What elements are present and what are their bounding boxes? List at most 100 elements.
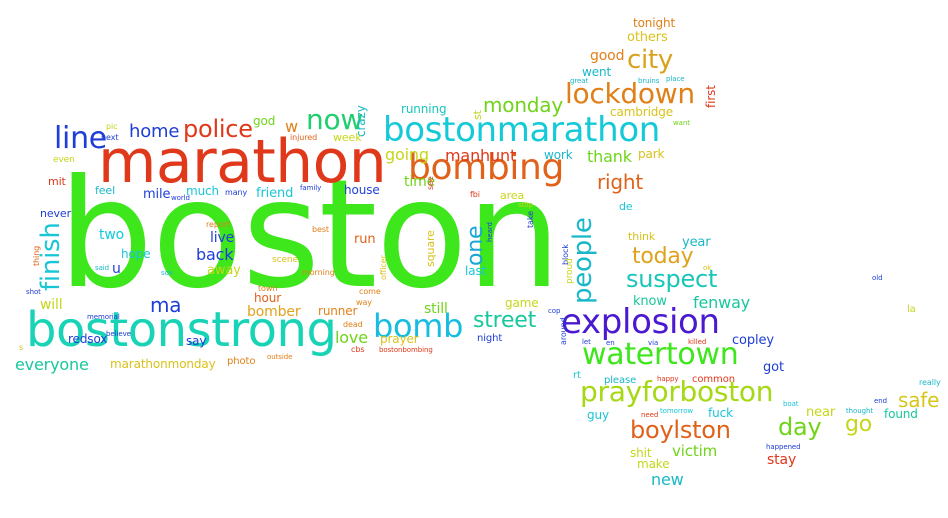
- word-around: around: [559, 317, 568, 345]
- word-bomber: bomber: [247, 304, 301, 320]
- word-police: police: [183, 115, 253, 143]
- word-work: work: [544, 148, 573, 162]
- word-s: s: [19, 343, 24, 352]
- word-thought: thought: [846, 407, 874, 415]
- word-know: know: [633, 294, 667, 309]
- word-now: now: [306, 103, 363, 136]
- word-victim: victim: [672, 442, 718, 460]
- word-proud: proud: [565, 258, 575, 284]
- word-need: need: [641, 411, 659, 419]
- word-cbs: cbs: [351, 345, 365, 354]
- word-time: time: [404, 174, 436, 190]
- word-one: one: [463, 225, 488, 266]
- word-game: game: [505, 296, 539, 310]
- word-outside: outside: [267, 353, 293, 361]
- word-marathonmonday: marathonmonday: [110, 357, 216, 371]
- word-redsox: redsox: [68, 332, 108, 346]
- word-first: first: [704, 85, 718, 108]
- word-everyone: everyone: [15, 355, 89, 374]
- word-boylston: boylston: [630, 416, 731, 444]
- word-hour: hour: [254, 291, 282, 305]
- word-want: want: [673, 119, 690, 127]
- word-said: said: [95, 264, 110, 272]
- word-bomb: bomb: [373, 307, 464, 345]
- word-en: en: [606, 339, 615, 347]
- word-fbi: fbi: [470, 190, 480, 199]
- word-cop: cop: [548, 307, 561, 315]
- word-la: la: [907, 304, 916, 315]
- word-fuck: fuck: [708, 406, 733, 420]
- word-house: house: [344, 183, 380, 197]
- word-prayforboston: prayforboston: [580, 375, 774, 408]
- word-way: way: [356, 298, 372, 307]
- word-explosion: explosion: [561, 302, 720, 342]
- word-home: home: [129, 121, 180, 142]
- word-will: will: [40, 297, 63, 313]
- word-shot: shot: [26, 288, 41, 296]
- word-feel: feel: [95, 184, 116, 197]
- word-world: world: [171, 194, 190, 202]
- word-heard: heard: [486, 222, 494, 242]
- word-boat: boat: [783, 400, 799, 408]
- word-dead: dead: [343, 320, 363, 329]
- word-cambridge: cambridge: [610, 105, 674, 119]
- word-still: still: [424, 301, 448, 317]
- word-day: day: [778, 413, 822, 441]
- word-week: week: [333, 131, 362, 144]
- word-rt: rt: [573, 370, 581, 381]
- word-copley: copley: [732, 333, 774, 348]
- word-going: going: [385, 145, 429, 164]
- word-photo: photo: [227, 356, 256, 367]
- word-bombing: bombing: [408, 147, 564, 188]
- word-make: make: [637, 457, 670, 471]
- word-see: see: [426, 176, 435, 190]
- word-report: report: [206, 220, 230, 229]
- word-guy: guy: [587, 408, 609, 422]
- word-come: come: [359, 287, 381, 296]
- word-ok: ok: [703, 264, 712, 272]
- word-area: area: [500, 189, 525, 202]
- word-line: line: [54, 121, 107, 156]
- word-st: st: [471, 110, 484, 120]
- word-shit: shit: [630, 446, 652, 460]
- word-bostonmarathon: bostonmarathon: [383, 110, 661, 150]
- word-finish: finish: [36, 222, 66, 291]
- word-say: say: [186, 334, 207, 348]
- word-bostonstrong: bostonstrong: [26, 302, 337, 358]
- word-happened: happened: [766, 443, 801, 451]
- word-sox: sox: [161, 269, 173, 277]
- word-safe: safe: [898, 388, 940, 412]
- word-officer: officer: [379, 255, 388, 280]
- word-mit: mit: [48, 175, 66, 188]
- word-love: love: [335, 328, 368, 347]
- word-pic: pic: [106, 122, 118, 131]
- word-memorial: memorial: [87, 313, 120, 321]
- word-old: old: [872, 274, 883, 282]
- word-take: take: [526, 211, 535, 228]
- word-night: night: [477, 333, 503, 344]
- word-right: right: [597, 170, 643, 194]
- word-w: w: [285, 117, 298, 136]
- word-manhunt: manhunt: [445, 146, 517, 165]
- word-square: square: [424, 230, 437, 267]
- word-marathon: marathon: [98, 127, 387, 197]
- word-end: end: [874, 397, 887, 405]
- word-much: much: [186, 184, 220, 198]
- word-new: new: [651, 470, 684, 489]
- word-went: went: [582, 65, 612, 79]
- word-many: many: [225, 188, 248, 197]
- word-street: street: [473, 308, 537, 333]
- word-even: even: [53, 155, 75, 165]
- word-morning: morning: [302, 268, 335, 277]
- word-near: near: [806, 405, 836, 420]
- word-god: god: [253, 114, 276, 128]
- word-common: common: [692, 374, 735, 385]
- word-park: park: [638, 147, 665, 161]
- word-stop: stop: [518, 201, 533, 209]
- word-others: others: [627, 30, 668, 45]
- word-best: best: [312, 225, 329, 234]
- word-tomorrow: tomorrow: [660, 407, 694, 415]
- word-today: today: [632, 244, 694, 269]
- word-ma: ma: [150, 293, 182, 317]
